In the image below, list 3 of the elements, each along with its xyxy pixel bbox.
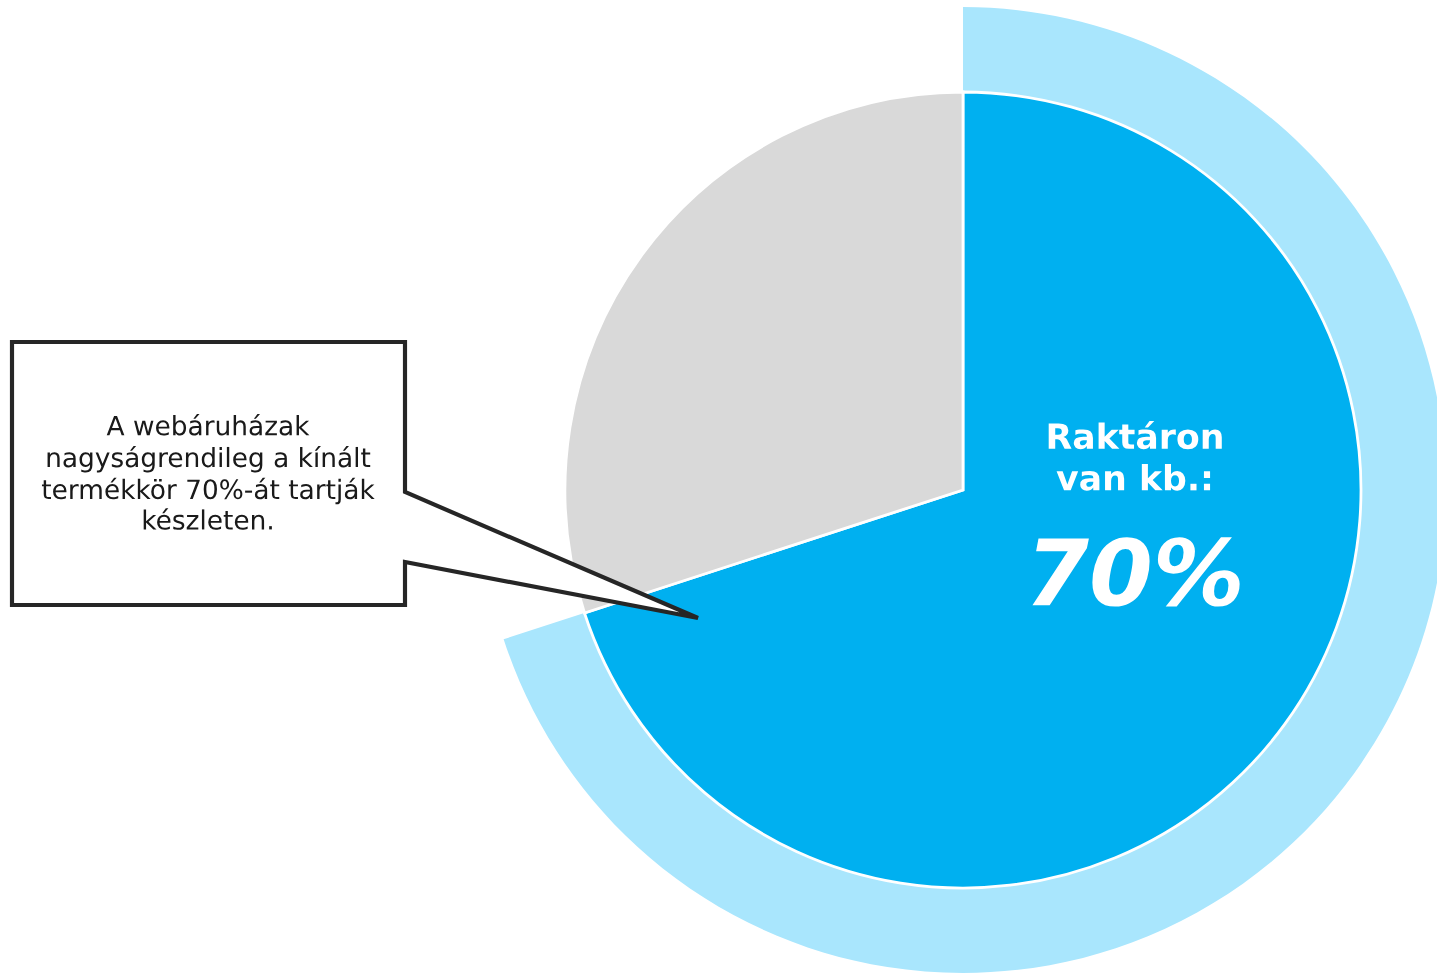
data-label: 70% xyxy=(1032,537,1240,607)
text: Raktáron van kb.: xyxy=(1048,421,1222,491)
text: A webáruházak nagyságrendileg a kínált termékkör 70%-át tartják készleten. xyxy=(41,414,375,530)
